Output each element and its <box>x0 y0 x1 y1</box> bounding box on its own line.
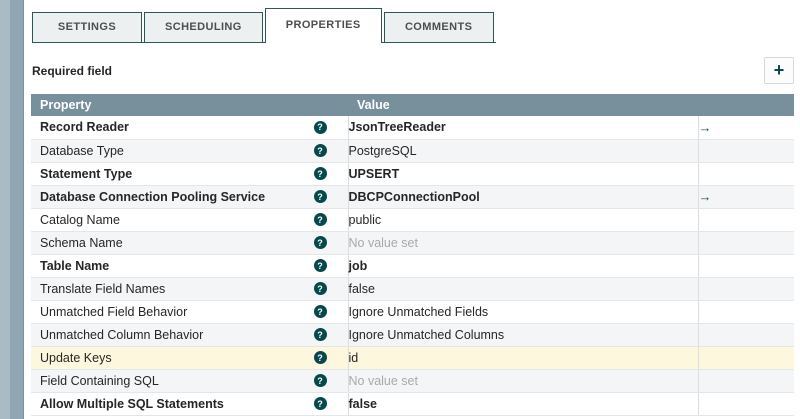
property-name: Catalog Name <box>40 212 120 227</box>
help-icon[interactable]: ? <box>313 120 327 134</box>
table-toolbar: Required field + <box>32 57 794 84</box>
help-icon[interactable]: ? <box>313 374 327 387</box>
table-row[interactable]: Update Keys ? id <box>31 346 794 370</box>
tab-label: SCHEDULING <box>165 21 242 33</box>
property-name: Record Reader <box>40 120 129 135</box>
property-name: Schema Name <box>40 235 123 250</box>
column-header-property: Property <box>31 94 348 116</box>
tab-comments[interactable]: COMMENTS <box>383 12 494 42</box>
property-name: Translate Field Names <box>40 281 166 296</box>
help-icon[interactable]: ? <box>313 236 327 249</box>
tab-properties[interactable]: PROPERTIES <box>264 8 382 43</box>
tab-label: COMMENTS <box>404 21 473 33</box>
property-value[interactable]: false <box>348 396 378 411</box>
table-header-row: Property Value <box>31 94 794 116</box>
help-icon[interactable]: ? <box>313 144 327 157</box>
table-row[interactable]: Schema Name ? No value set <box>31 231 794 255</box>
table-row[interactable]: Translate Field Names ? false <box>31 277 794 301</box>
property-value[interactable]: UPSERT <box>348 166 400 181</box>
tab-settings[interactable]: SETTINGS <box>32 12 142 42</box>
table-row[interactable]: Database Connection Pooling Service ? DB… <box>31 185 794 209</box>
add-property-button[interactable]: + <box>764 57 794 84</box>
property-name: Field Containing SQL <box>40 373 159 388</box>
property-value[interactable]: DBCPConnectionPool <box>348 189 480 204</box>
property-name: Update Keys <box>40 350 112 365</box>
help-icon[interactable]: ? <box>313 190 327 203</box>
tab-bar: SETTINGS SCHEDULING PROPERTIES COMMENTS <box>32 8 496 43</box>
column-header-value: Value <box>348 94 698 116</box>
property-name: Unmatched Column Behavior <box>40 327 204 342</box>
tab-label: PROPERTIES <box>285 19 361 31</box>
property-value[interactable]: public <box>348 212 382 227</box>
properties-table: Property Value Record Reader ? JsonTreeR… <box>31 94 794 416</box>
help-icon[interactable]: ? <box>313 282 327 295</box>
property-name: Unmatched Field Behavior <box>40 304 188 319</box>
property-name: Database Connection Pooling Service <box>40 189 266 204</box>
property-value[interactable]: Ignore Unmatched Columns <box>348 327 505 342</box>
table-row[interactable]: Unmatched Field Behavior ? Ignore Unmatc… <box>31 300 794 324</box>
property-name: Table Name <box>40 258 110 273</box>
help-icon[interactable]: ? <box>313 305 327 318</box>
property-value[interactable]: No value set <box>348 373 418 388</box>
property-name: Database Type <box>40 143 124 158</box>
plus-icon: + <box>773 60 785 80</box>
table-row[interactable]: Table Name ? job <box>31 254 794 278</box>
property-value[interactable]: PostgreSQL <box>348 143 417 158</box>
properties-table-body: Record Reader ? JsonTreeReader → Databas… <box>31 116 794 416</box>
help-icon[interactable]: ? <box>313 213 327 226</box>
property-value[interactable]: Ignore Unmatched Fields <box>348 304 489 319</box>
property-value[interactable]: No value set <box>348 235 418 250</box>
property-value[interactable]: id <box>348 350 359 365</box>
table-row[interactable]: Catalog Name ? public <box>31 208 794 232</box>
table-row[interactable]: Unmatched Column Behavior ? Ignore Unmat… <box>31 323 794 347</box>
help-icon[interactable]: ? <box>313 328 327 341</box>
goto-service-arrow-icon[interactable]: → <box>698 119 712 135</box>
property-value[interactable]: false <box>348 281 375 296</box>
help-icon[interactable]: ? <box>313 397 327 410</box>
tab-scheduling[interactable]: SCHEDULING <box>144 12 263 42</box>
goto-service-arrow-icon[interactable]: → <box>698 189 712 204</box>
column-header-actions <box>698 94 794 116</box>
canvas-edge-inner <box>10 0 24 419</box>
help-icon[interactable]: ? <box>313 167 327 180</box>
help-icon[interactable]: ? <box>313 259 327 272</box>
property-value[interactable]: JsonTreeReader <box>348 120 446 135</box>
property-name: Allow Multiple SQL Statements <box>40 396 224 411</box>
property-name: Statement Type <box>40 166 133 181</box>
canvas-edge-outer <box>0 0 10 419</box>
property-value[interactable]: job <box>348 258 368 273</box>
table-row[interactable]: Field Containing SQL ? No value set <box>31 369 794 393</box>
help-icon[interactable]: ? <box>313 351 327 364</box>
table-row[interactable]: Statement Type ? UPSERT <box>31 162 794 186</box>
table-row[interactable]: Record Reader ? JsonTreeReader → <box>31 116 794 140</box>
required-field-label: Required field <box>32 63 113 78</box>
table-row[interactable]: Database Type ? PostgreSQL <box>31 139 794 163</box>
tab-label: SETTINGS <box>57 21 117 33</box>
table-row[interactable]: Allow Multiple SQL Statements ? false <box>31 392 794 416</box>
processor-configuration-panel: SETTINGS SCHEDULING PROPERTIES COMMENTS … <box>25 0 800 419</box>
